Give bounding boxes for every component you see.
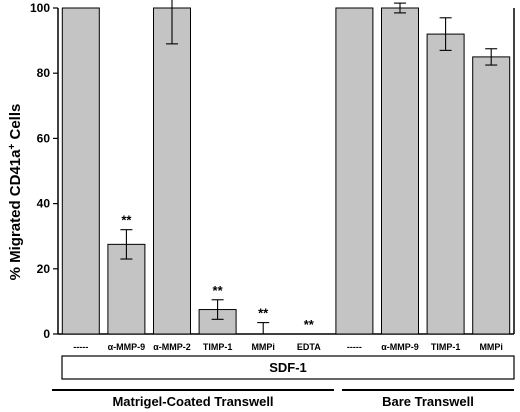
treatment-box bbox=[61, 355, 515, 380]
category-label: MMPi bbox=[251, 342, 275, 352]
category-label: TIMP-1 bbox=[431, 342, 461, 352]
significance-marker: ** bbox=[258, 306, 269, 321]
significance-marker: ** bbox=[304, 317, 315, 332]
group-brackets: Matrigel-Coated Transwell Bare Transwell bbox=[52, 389, 514, 409]
category-label: MMPi bbox=[479, 342, 503, 352]
category-label: EDTA bbox=[297, 342, 321, 352]
category-label: α-MMP-9 bbox=[381, 342, 419, 352]
bar bbox=[472, 56, 511, 335]
y-tick-label: 20 bbox=[37, 262, 51, 276]
significance-marker: ** bbox=[121, 213, 132, 228]
group-label: Bare Transwell bbox=[382, 394, 474, 409]
treatment-box-label: SDF-1 bbox=[269, 360, 307, 375]
y-axis-label: % Migrated CD41a+ Cells bbox=[7, 104, 25, 281]
bar bbox=[381, 7, 419, 335]
category-label: ----- bbox=[347, 342, 362, 352]
bars: ** ** ** ** bbox=[61, 0, 511, 335]
category-label: α-MMP-2 bbox=[153, 342, 191, 352]
y-tick-label: 60 bbox=[37, 131, 51, 145]
category-label: ----- bbox=[73, 342, 88, 352]
bar bbox=[61, 7, 100, 335]
y-tick-label: 40 bbox=[37, 197, 51, 211]
category-labels: ----- α-MMP-9 α-MMP-2 TIMP-1 MMPi EDTA ----- α-… bbox=[73, 342, 503, 352]
group-label: Matrigel-Coated Transwell bbox=[112, 394, 273, 409]
category-label: α-MMP-9 bbox=[108, 342, 146, 352]
significance-marker: ** bbox=[213, 283, 224, 298]
category-label: TIMP-1 bbox=[203, 342, 233, 352]
bar bbox=[426, 33, 465, 335]
bar bbox=[335, 7, 374, 335]
y-ticks: 0 20 40 60 80 100 bbox=[30, 1, 58, 341]
y-tick-label: 0 bbox=[43, 327, 50, 341]
y-tick-label: 100 bbox=[30, 1, 50, 15]
bar bbox=[153, 7, 191, 335]
y-tick-label: 80 bbox=[37, 66, 51, 80]
